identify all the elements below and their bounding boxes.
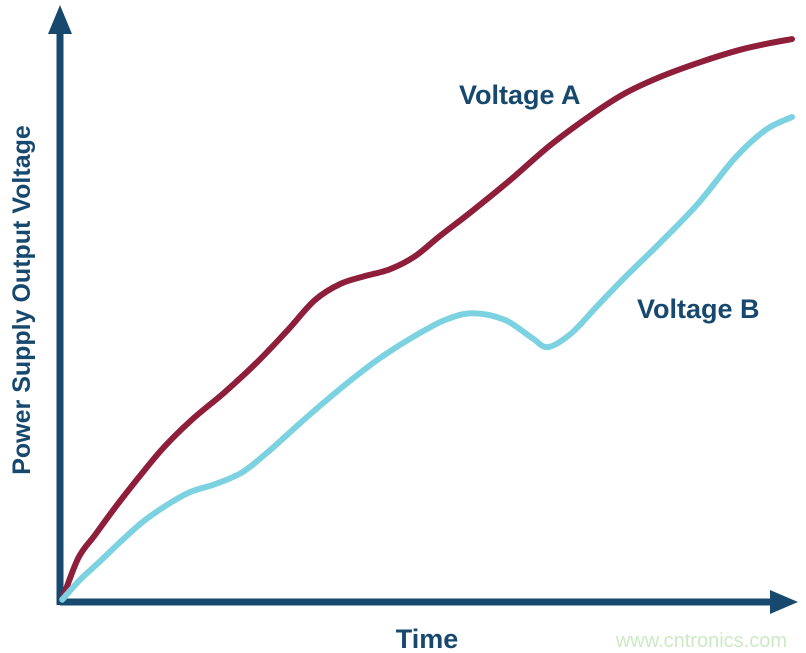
watermark: www.cntronics.com	[615, 630, 787, 652]
x-axis-arrow-icon	[770, 590, 798, 614]
x-axis-title: Time	[396, 624, 459, 653]
voltage-b-label: Voltage B	[637, 294, 760, 324]
y-axis-arrow-icon	[48, 5, 72, 34]
voltage-a-curve	[59, 36, 795, 603]
y-axis-title: Power Supply Output Voltage	[8, 125, 36, 475]
voltage-b-curve	[59, 114, 795, 603]
voltage-a-label: Voltage A	[459, 80, 581, 110]
